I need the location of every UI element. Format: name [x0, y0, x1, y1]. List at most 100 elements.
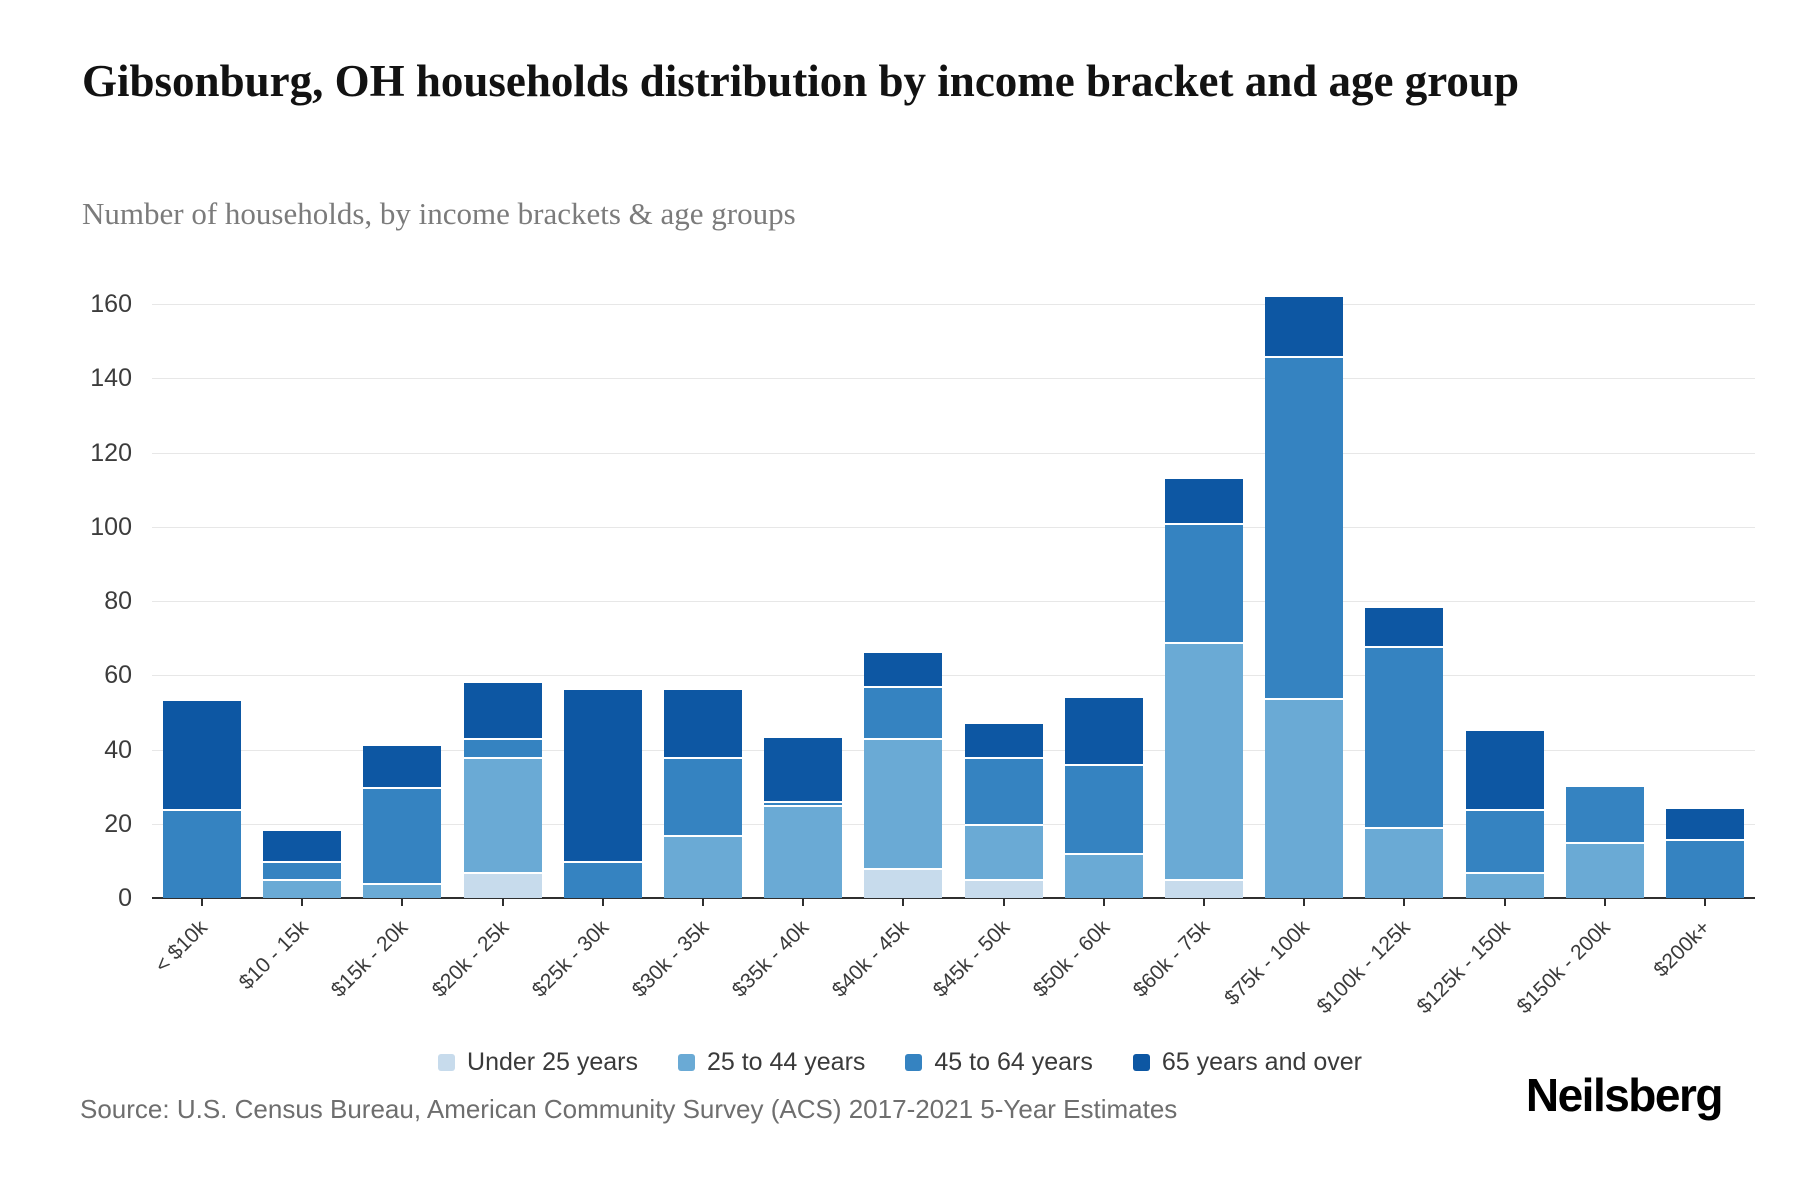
bar-segment-45-to-64-years[interactable] — [463, 738, 542, 757]
y-axis-label-0: 0 — [118, 884, 132, 912]
bar-segment-65-years-and-over[interactable] — [1665, 808, 1744, 839]
x-tick — [902, 898, 905, 906]
chart-plot-area: 0 20 40 60 80 100 120 140 160 < $10k $10 - 15k $15k… — [90, 290, 1755, 1018]
bar-segment-45-to-64-years[interactable] — [363, 786, 442, 884]
bar-segment-65-years-and-over[interactable] — [664, 690, 743, 757]
bar-segment-25-to-44-years[interactable] — [864, 738, 943, 869]
bar-segment-25-to-44-years[interactable] — [1365, 827, 1444, 898]
x-axis-label: $40k - 45k — [828, 916, 914, 1002]
bar-segment-65-years-and-over[interactable] — [1164, 478, 1243, 524]
bar-segment-25-to-44-years[interactable] — [1565, 842, 1644, 898]
bar-segment-65-years-and-over[interactable] — [964, 723, 1043, 757]
x-axis-line — [152, 897, 1755, 899]
x-tick — [1503, 898, 1506, 906]
y-gridline-100 — [152, 526, 1755, 528]
x-tick — [1102, 898, 1105, 906]
bar-segment-65-years-and-over[interactable] — [263, 831, 342, 861]
bar-segment-25-to-44-years[interactable] — [1265, 697, 1344, 898]
bar-segment-45-to-64-years[interactable] — [163, 808, 242, 898]
x-tick — [1303, 898, 1306, 906]
x-axis-label: $25k - 30k — [527, 916, 614, 1002]
bar-segment-under-25-years[interactable] — [1164, 879, 1243, 898]
x-tick — [301, 898, 304, 906]
bar-segment-under-25-years[interactable] — [964, 879, 1043, 898]
bar-segment-65-years-and-over[interactable] — [163, 701, 242, 809]
x-axis-label: $200k+ — [1649, 916, 1716, 982]
bar-segment-45-to-64-years[interactable] — [764, 801, 843, 806]
bar-segment-45-to-64-years[interactable] — [1265, 355, 1344, 698]
bar-segment-65-years-and-over[interactable] — [1365, 608, 1444, 646]
bar-segment-65-years-and-over[interactable] — [1465, 730, 1544, 809]
x-axis-label: < $10k — [151, 916, 213, 978]
bar-segment-65-years-and-over[interactable] — [864, 652, 943, 687]
bar-segment-65-years-and-over[interactable] — [1064, 697, 1143, 765]
bar-segment-under-25-years[interactable] — [864, 868, 943, 898]
x-tick — [1002, 898, 1005, 906]
x-tick — [401, 898, 404, 906]
bar-segment-45-to-64-years[interactable] — [1465, 808, 1544, 873]
bar-segment-65-years-and-over[interactable] — [363, 745, 442, 787]
bar-segment-25-to-44-years[interactable] — [964, 823, 1043, 880]
bar-segment-25-to-44-years[interactable] — [764, 805, 843, 898]
bar-segment-45-to-64-years[interactable] — [1565, 786, 1644, 843]
legend-swatch-icon — [438, 1054, 456, 1071]
x-axis-label: $50k - 60k — [1028, 916, 1115, 1002]
y-axis-label-100: 100 — [90, 512, 132, 541]
x-axis-label: $10 - 15k — [234, 916, 313, 995]
legend-item-25-to-44-years[interactable]: 25 to 44 years — [677, 1048, 865, 1077]
bar-segment-45-to-64-years[interactable] — [864, 686, 943, 739]
bar-segment-65-years-and-over[interactable] — [463, 682, 542, 739]
y-gridline-80 — [152, 601, 1755, 602]
x-tick — [1403, 898, 1406, 906]
legend-item-under-25-years[interactable]: Under 25 years — [438, 1048, 638, 1077]
y-axis-label-60: 60 — [104, 661, 132, 690]
bar-segment-25-to-44-years[interactable] — [463, 756, 542, 873]
bar-segment-25-to-44-years[interactable] — [1465, 872, 1544, 898]
y-axis-label-140: 140 — [90, 364, 132, 393]
page-subtitle: Number of households, by income brackets… — [82, 196, 796, 231]
bar-segment-65-years-and-over[interactable] — [1265, 296, 1344, 356]
x-tick — [1202, 898, 1205, 906]
legend-label: Under 25 years — [467, 1048, 638, 1076]
x-axis-label: $35k - 40k — [727, 916, 814, 1002]
bar-segment-45-to-64-years[interactable] — [664, 756, 743, 835]
source-note: Source: U.S. Census Bureau, American Com… — [80, 1094, 1178, 1124]
neilsberg-logo: Neilsberg — [1525, 1069, 1724, 1121]
bar-segment-45-to-64-years[interactable] — [1365, 645, 1444, 828]
bar-segment-25-to-44-years[interactable] — [363, 883, 442, 898]
x-axis-label: $60k - 75k — [1128, 916, 1215, 1002]
x-axis-label: $15k - 20k — [327, 916, 413, 1002]
y-gridline-40 — [152, 749, 1755, 751]
bar-segment-45-to-64-years[interactable] — [1164, 523, 1243, 642]
bar-segment-25-to-44-years[interactable] — [1164, 641, 1243, 880]
legend-item-45-to-64-years[interactable]: 45 to 64 years — [905, 1048, 1093, 1077]
y-gridline-140 — [152, 378, 1755, 380]
chart-legend: Under 25 years 25 to 44 years 45 to 64 yea… — [0, 1048, 1800, 1077]
x-tick — [601, 898, 604, 906]
legend-swatch-icon — [1132, 1054, 1150, 1071]
bar-segment-65-years-and-over[interactable] — [764, 738, 843, 802]
y-axis-label-20: 20 — [104, 809, 132, 838]
legend-label: 65 years and over — [1161, 1048, 1362, 1076]
bar-segment-25-to-44-years[interactable] — [664, 834, 743, 898]
x-axis-label: $150k - 200k — [1512, 916, 1615, 1019]
bar-segment-25-to-44-years[interactable] — [1064, 853, 1143, 898]
bar-segment-45-to-64-years[interactable] — [263, 860, 342, 880]
bar-segment-65-years-and-over[interactable] — [563, 690, 642, 861]
legend-swatch-icon — [905, 1054, 923, 1071]
legend-item-65-years-and-over[interactable]: 65 years and over — [1132, 1048, 1362, 1077]
bar-segment-under-25-years[interactable] — [463, 872, 542, 898]
x-tick — [1703, 898, 1706, 906]
x-tick — [201, 898, 204, 906]
x-axis-label: $100k - 125k — [1312, 916, 1415, 1019]
x-axis-label: $30k - 35k — [627, 916, 714, 1002]
x-axis-label: $45k - 50k — [928, 916, 1014, 1002]
bar-segment-45-to-64-years[interactable] — [563, 860, 642, 898]
y-axis-label-120: 120 — [90, 438, 132, 467]
x-axis-label: $75k - 100k — [1220, 916, 1315, 1010]
bar-segment-25-to-44-years[interactable] — [263, 879, 342, 898]
bar-segment-45-to-64-years[interactable] — [1064, 764, 1143, 854]
bar-segment-45-to-64-years[interactable] — [1665, 838, 1744, 898]
bar-segment-45-to-64-years[interactable] — [964, 756, 1043, 824]
